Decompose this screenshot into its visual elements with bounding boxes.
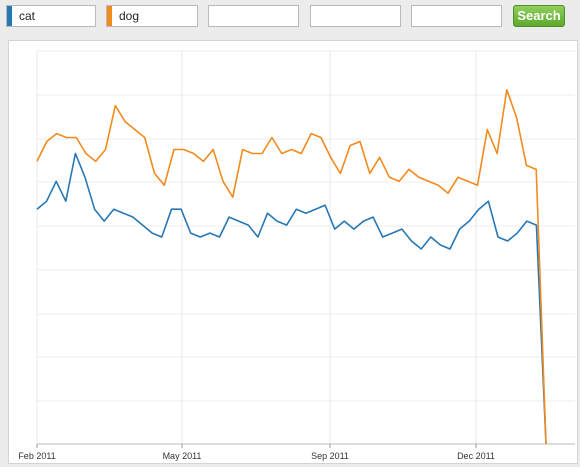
x-tick-label: Dec 2011 bbox=[457, 451, 495, 461]
search-term-4-input[interactable] bbox=[323, 6, 396, 26]
x-tick-label: Feb 2011 bbox=[18, 451, 55, 461]
search-term-1-input[interactable] bbox=[19, 6, 91, 26]
search-term-1-box[interactable] bbox=[6, 5, 96, 27]
x-tick-label: Sep 2011 bbox=[311, 451, 349, 461]
term-1-color-swatch bbox=[7, 6, 12, 26]
search-term-4-box[interactable] bbox=[310, 5, 401, 27]
trend-chart-panel: Feb 2011 May 2011 Sep 2011 Dec 2011 bbox=[8, 40, 578, 464]
series-line-dog bbox=[36, 88, 547, 445]
search-term-5-input[interactable] bbox=[424, 6, 497, 26]
search-button[interactable]: Search bbox=[513, 5, 565, 27]
search-term-2-input[interactable] bbox=[119, 6, 193, 26]
search-bar: Search bbox=[0, 0, 580, 34]
search-term-3-input[interactable] bbox=[221, 6, 294, 26]
trend-chart: Feb 2011 May 2011 Sep 2011 Dec 2011 bbox=[18, 50, 575, 461]
term-2-color-swatch bbox=[107, 6, 112, 26]
search-term-5-box[interactable] bbox=[411, 5, 502, 27]
search-term-3-box[interactable] bbox=[208, 5, 299, 27]
series-line-cat bbox=[36, 152, 547, 445]
x-tick-label: May 2011 bbox=[163, 451, 202, 461]
search-term-2-box[interactable] bbox=[106, 5, 198, 27]
